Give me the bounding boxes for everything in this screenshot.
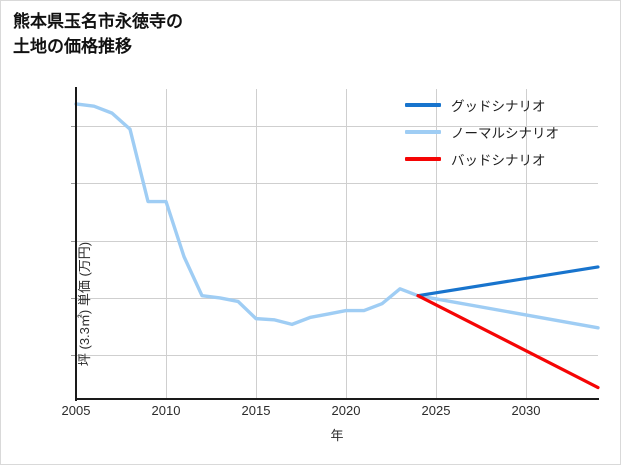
legend-item[interactable]: ノーマルシナリオ xyxy=(405,118,610,145)
legend-swatch-icon xyxy=(405,129,441,134)
gridline-horizontal xyxy=(76,183,598,185)
gridline-horizontal xyxy=(76,240,598,242)
y-tick-mark xyxy=(71,125,76,127)
legend-item-label: グッドシナリオ xyxy=(451,98,546,114)
gridline-vertical xyxy=(436,89,437,399)
x-tick-label: 2030 xyxy=(511,403,541,418)
gridline-vertical xyxy=(346,89,347,399)
x-tick-label: 2010 xyxy=(151,403,181,418)
y-axis-line xyxy=(75,87,77,401)
legend-item-label: ノーマルシナリオ xyxy=(451,125,559,141)
series-lines xyxy=(74,102,600,390)
gridline-vertical xyxy=(166,89,167,399)
x-tick-label: 2015 xyxy=(241,403,271,418)
series-line-good xyxy=(416,265,600,298)
gridline-horizontal xyxy=(76,297,598,299)
chart-legend: グッドシナリオ ノーマルシナリオ バッドシナリオ xyxy=(405,91,610,172)
gridline-vertical xyxy=(526,89,527,399)
series-line-normal xyxy=(74,102,600,330)
x-axis-label: 年 xyxy=(330,428,344,443)
gridline-vertical xyxy=(256,89,257,399)
y-tick-mark xyxy=(71,240,76,242)
x-tick-label: 2020 xyxy=(331,403,361,418)
legend-item[interactable]: バッドシナリオ xyxy=(405,145,610,172)
page-title: 熊本県玉名市永徳寺の 土地の価格推移 xyxy=(13,12,183,56)
legend-swatch-icon xyxy=(405,156,441,161)
plot-area: 5.05.56.06.57.0 200520102015202020252030… xyxy=(62,89,600,443)
y-tick-mark xyxy=(71,355,76,357)
legend-swatch-icon xyxy=(405,102,441,107)
x-tick-label: 2025 xyxy=(421,403,451,418)
series-line-bad xyxy=(416,294,600,390)
x-tick-label: 2005 xyxy=(61,403,91,418)
y-tick-mark xyxy=(71,297,76,299)
gridline-horizontal xyxy=(76,125,598,127)
legend-item[interactable]: グッドシナリオ xyxy=(405,91,610,118)
gridline-horizontal xyxy=(76,355,598,357)
legend-item-label: バッドシナリオ xyxy=(451,152,546,168)
x-axis-line xyxy=(75,398,599,400)
y-tick-mark xyxy=(71,183,76,185)
